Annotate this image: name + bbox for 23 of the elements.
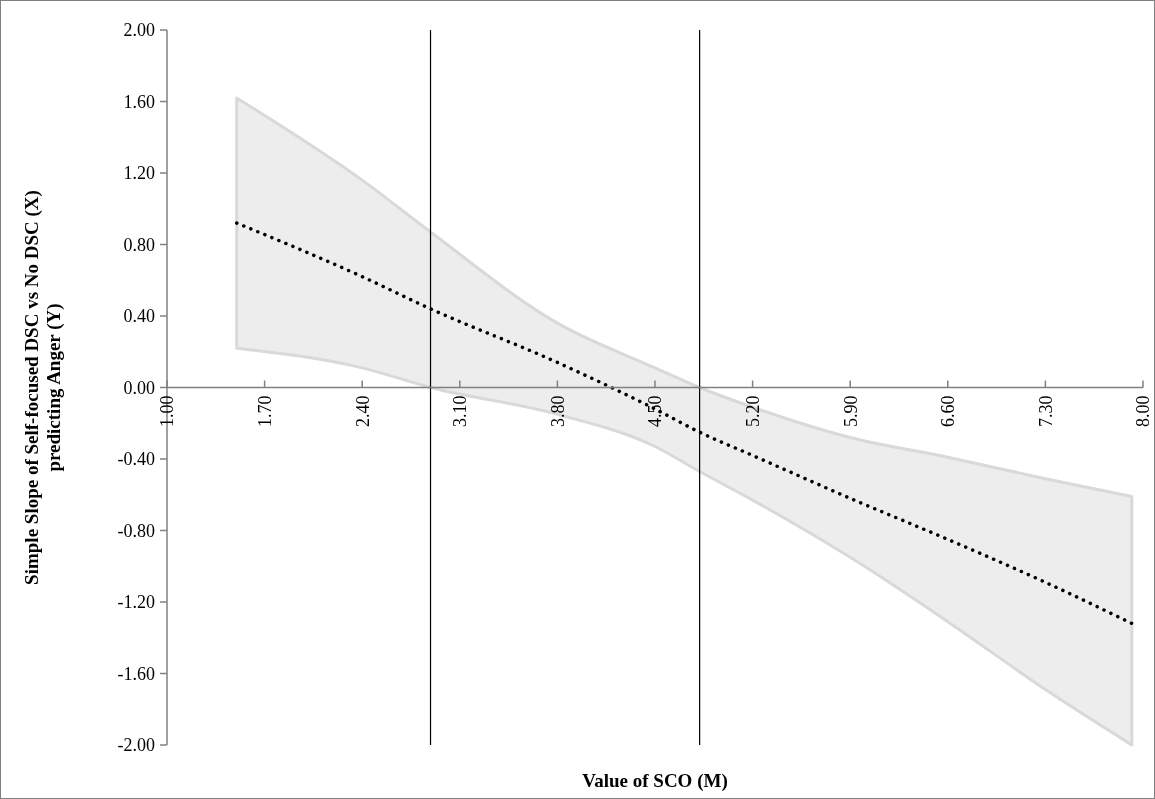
y-tick-label: -1.20	[117, 592, 155, 613]
x-axis-title: Value of SCO (M)	[582, 770, 728, 792]
x-tick-label: 1.70	[254, 395, 275, 427]
y-tick-label: -0.80	[117, 520, 155, 541]
x-tick-label: 3.10	[450, 395, 471, 427]
x-tick-label: 5.20	[742, 395, 763, 427]
x-tick-label: 5.90	[840, 395, 861, 427]
y-tick-label: 0.00	[123, 377, 155, 398]
y-axis-title: Simple Slope of Self-focused DSC vs No DSC (X) predicting Anger (Y)	[21, 190, 65, 585]
y-tick-label: -0.40	[117, 449, 155, 470]
x-tick-label: 6.60	[938, 395, 959, 427]
y-tick-label: 0.80	[123, 234, 155, 255]
x-tick-label: 1.00	[157, 395, 178, 427]
y-tick-label: 2.00	[123, 20, 155, 41]
y-tick-label: 1.20	[123, 163, 155, 184]
x-tick-label: 7.30	[1035, 395, 1056, 427]
y-tick-label: -2.00	[117, 735, 155, 756]
x-tick-label: 3.80	[547, 395, 568, 427]
y-tick-label: 1.60	[123, 91, 155, 112]
y-tick-label: -1.60	[117, 663, 155, 684]
x-tick-label: 8.00	[1133, 395, 1154, 427]
x-tick-label: 2.40	[352, 395, 373, 427]
y-tick-label: 0.40	[123, 306, 155, 327]
